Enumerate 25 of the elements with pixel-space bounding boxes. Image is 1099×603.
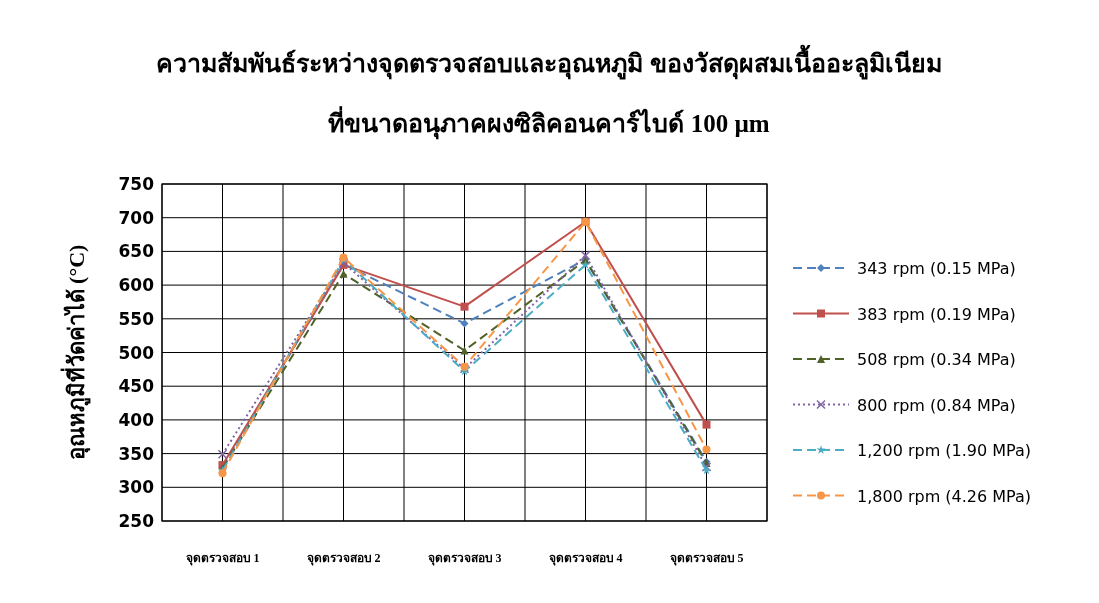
legend-label: 800 rpm (0.84 MPa) xyxy=(857,395,1016,415)
x-tick-label: จุดตรวจสอบ 3 xyxy=(427,551,502,566)
legend-label: 1,800 rpm (4.26 MPa) xyxy=(857,486,1032,506)
legend-label: 508 rpm (0.34 MPa) xyxy=(857,350,1016,369)
y-tick-label: 650 xyxy=(118,241,155,262)
x-tick-label: จุดตรวจสอบ 1 xyxy=(185,551,260,566)
x-tick-label: จุดตรวจสอบ 5 xyxy=(669,551,744,566)
legend-label: 383 rpm (0.19 MPa) xyxy=(857,304,1016,324)
y-axis-title: อุณหภูมิที่วัดค่าได้ (°C) xyxy=(60,244,91,461)
legend-label: 343 rpm (0.15 MPa) xyxy=(857,259,1016,278)
x-tick-label: จุดตรวจสอบ 4 xyxy=(548,551,623,566)
y-tick-label: 300 xyxy=(118,477,155,498)
legend-label: 1,200 rpm (1.90 MPa) xyxy=(857,441,1032,460)
y-tick-label: 700 xyxy=(118,207,155,228)
y-tick-label: 450 xyxy=(118,376,155,397)
y-tick-label: 350 xyxy=(118,443,155,464)
chart-title: ความสัมพันธ์ระหว่างจุดตรวจสอบและอุณหภูมิ ของวัสดุผสมเนื้ออะลูมิเนียม xyxy=(156,44,942,80)
y-tick-label: 750 xyxy=(118,174,155,194)
y-tick-label: 250 xyxy=(118,511,155,531)
x-tick-label: จุดตรวจสอบ 2 xyxy=(306,551,381,566)
y-tick-label: 600 xyxy=(118,275,155,296)
y-tick-label: 400 xyxy=(118,409,155,430)
chart-subtitle: ที่ขนาดอนุภาคผงซิลิคอนคาร์ไบด์ 100 µm xyxy=(328,106,770,140)
y-tick-label: 500 xyxy=(118,342,155,363)
y-tick-label: 550 xyxy=(118,308,155,329)
